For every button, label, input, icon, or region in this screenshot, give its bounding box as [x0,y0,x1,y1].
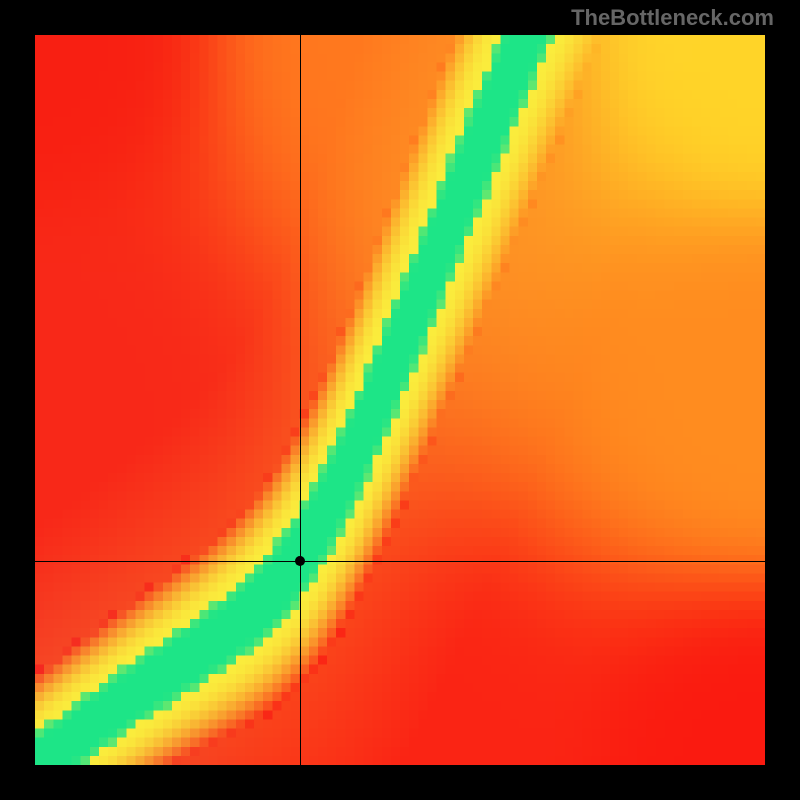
crosshair-horizontal [35,561,765,562]
bottleneck-heatmap [35,35,765,765]
watermark-text: TheBottleneck.com [571,5,774,31]
crosshair-marker [294,555,306,567]
chart-container: TheBottleneck.com [0,0,800,800]
crosshair-vertical [300,35,301,765]
